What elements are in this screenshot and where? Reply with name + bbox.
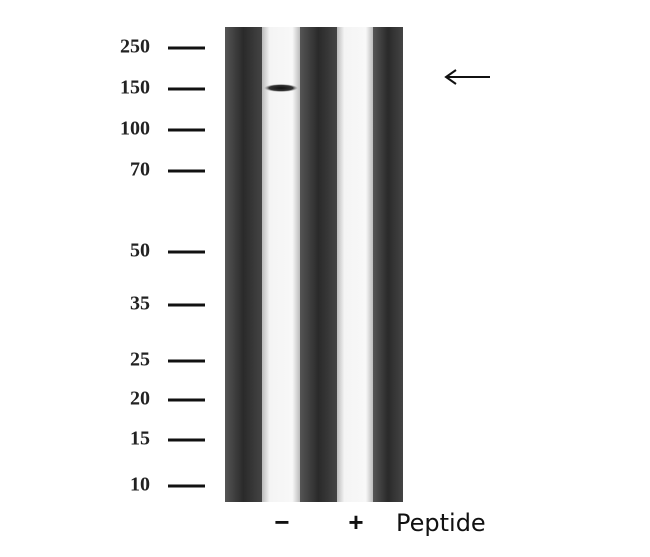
marker-label: 20 — [130, 388, 150, 410]
blot — [225, 27, 403, 502]
lane-label: − — [274, 507, 289, 537]
marker-ladder: 250 150 100 70 50 35 25 20 15 10 — [120, 36, 205, 496]
blot-gap — [373, 27, 403, 502]
marker-label: 15 — [130, 428, 150, 450]
blot-gap — [300, 27, 337, 502]
lane — [337, 27, 373, 502]
marker-label: 50 — [130, 240, 150, 262]
marker-label: 70 — [130, 159, 150, 181]
marker-label: 25 — [130, 349, 150, 371]
marker-label: 35 — [130, 293, 150, 315]
arrow — [444, 69, 490, 85]
lane-label: + — [348, 507, 363, 537]
marker-label: 10 — [130, 474, 150, 496]
blot-gap — [225, 27, 262, 502]
band — [264, 84, 298, 92]
marker-label: 150 — [120, 77, 150, 99]
lane-caption: Peptide — [396, 509, 486, 537]
marker-label: 250 — [120, 36, 150, 58]
marker-label: 100 — [120, 118, 150, 140]
lane — [262, 27, 300, 502]
